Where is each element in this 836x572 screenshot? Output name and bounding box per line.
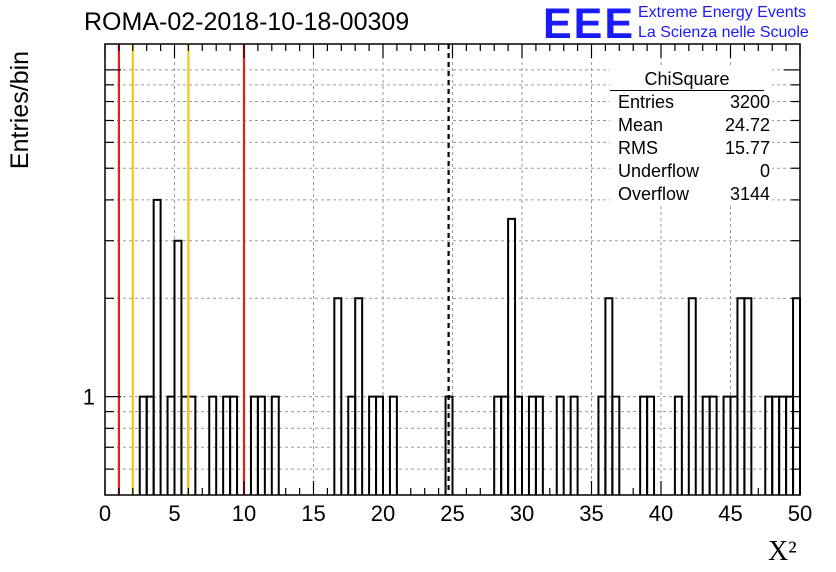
grid (105, 44, 800, 495)
stats-row: Underflow 0 (610, 160, 772, 183)
stats-label: Overflow (618, 184, 690, 204)
logo-subtitle-2: La Scienza nelle Scuole (638, 24, 809, 41)
stats-label: Entries (618, 92, 675, 112)
chart-title: ROMA-02-2018-10-18-00309 (84, 8, 410, 36)
histogram-bin (270, 395, 280, 495)
histogram-bin (388, 395, 398, 495)
histogram-bin (611, 395, 621, 495)
histogram-bin (743, 297, 753, 495)
x-tick-label: 20 (371, 501, 395, 526)
stats-value: 3200 (729, 92, 770, 112)
stats-row: Entries 3200 (610, 91, 772, 114)
histogram-bin (555, 395, 565, 495)
histogram-bin (514, 395, 523, 495)
histogram-bin (673, 395, 683, 495)
histogram-bin (354, 297, 364, 495)
histogram-bars (138, 198, 801, 495)
stats-value: 0 (759, 161, 770, 181)
histogram-bin (333, 297, 343, 495)
x-tick-label: 40 (649, 501, 673, 526)
axes (104, 43, 801, 496)
stats-label: RMS (618, 138, 658, 158)
histogram-bin (646, 395, 656, 495)
histogram-bin (708, 395, 718, 495)
tick-labels: 0 5 10 15 20 25 30 35 40 45 50 1 (83, 385, 812, 526)
x-tick-label: 5 (168, 501, 180, 526)
histogram-bin (208, 395, 218, 495)
x-tick-label: 25 (440, 501, 464, 526)
x-tick-label: 50 (788, 501, 812, 526)
histogram-bin (375, 395, 384, 495)
eee-logo: EEE (543, 0, 636, 48)
histogram-bin (534, 395, 544, 495)
histogram-bin (507, 217, 517, 495)
histogram-bin (569, 395, 579, 495)
x-tick-label: 0 (99, 501, 111, 526)
x-axis-label: X² (768, 536, 797, 567)
histogram-bin (256, 395, 266, 495)
stats-row: RMS 15.77 (610, 137, 772, 160)
x-tick-label: 35 (579, 501, 603, 526)
stats-row: Overflow 3144 (610, 183, 772, 206)
y-axis-label: Entries/bin (6, 50, 34, 170)
stats-box-title: ChiSquare (610, 68, 764, 91)
stats-box: ChiSquare Entries 3200 Mean 24.72 RMS 15… (610, 68, 772, 206)
stats-row: Mean 24.72 (610, 114, 772, 137)
histogram-bin (687, 297, 697, 495)
stats-value: 24.72 (724, 115, 770, 135)
reference-lines (117, 44, 450, 495)
histogram-bin (152, 198, 162, 495)
x-tick-label: 30 (510, 501, 534, 526)
histogram-bin (229, 395, 239, 495)
stats-label: Mean (618, 115, 664, 135)
x-tick-label: 15 (301, 501, 325, 526)
stats-value: 3144 (729, 184, 770, 204)
histogram-bin (173, 239, 183, 495)
y-tick-label: 1 (83, 385, 95, 410)
stats-value: 15.77 (724, 138, 770, 158)
x-tick-label: 10 (232, 501, 256, 526)
stats-label: Underflow (618, 161, 700, 181)
logo-subtitle-1: Extreme Energy Events (638, 4, 807, 21)
x-tick-label: 45 (718, 501, 742, 526)
